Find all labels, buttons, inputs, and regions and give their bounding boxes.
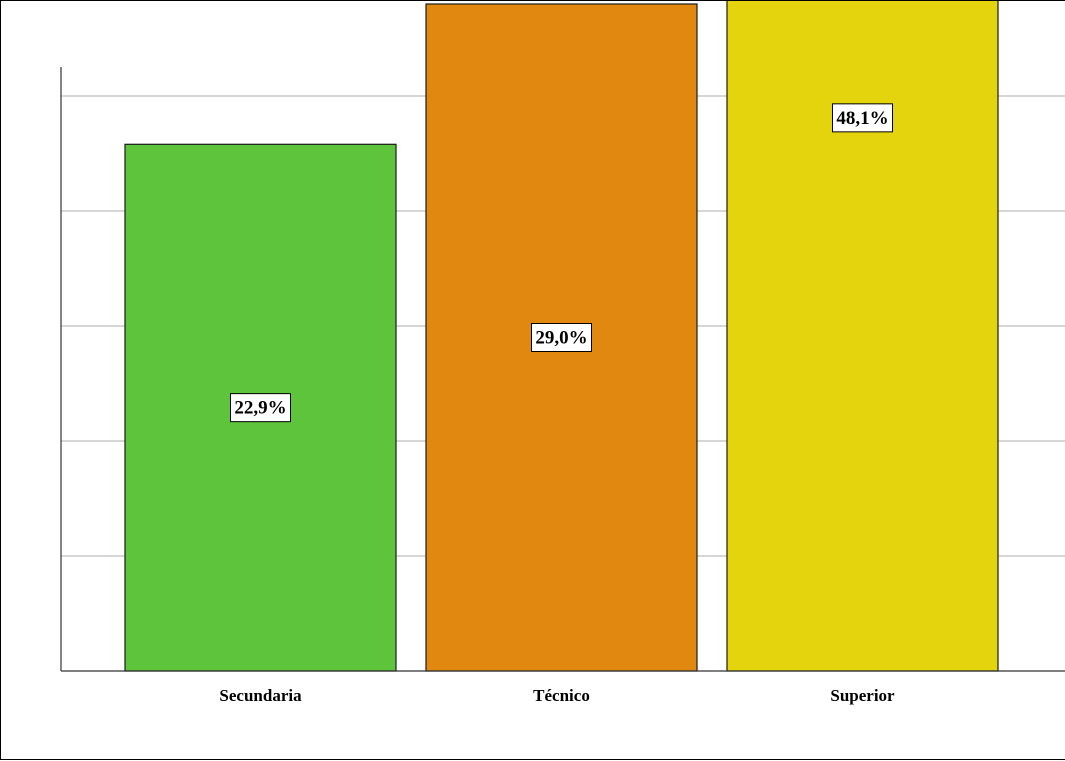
category-label: Superior [830,686,895,705]
axes [60,67,1065,672]
data-label: 22,9% [234,398,286,419]
data-label-box [230,393,291,423]
labels: 22,9% Secundaria 29,0% Técnico 48,1% Superior [219,103,895,705]
data-label-box [531,323,592,352]
data-label-box [832,103,893,133]
data-label: 48,1% [836,108,888,129]
category-label: Técnico [533,686,590,705]
data-label: 29,0% [535,328,587,349]
bar-superior [726,1,999,672]
category-label: Secundaria [219,686,302,705]
